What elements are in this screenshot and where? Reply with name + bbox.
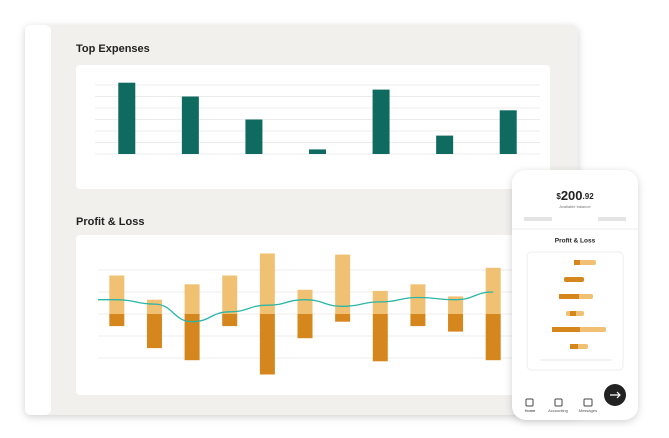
bar xyxy=(448,296,464,314)
mini-bar xyxy=(570,311,576,316)
placeholder xyxy=(598,217,626,221)
bar xyxy=(485,267,501,314)
sidebar xyxy=(25,25,51,415)
bar xyxy=(259,253,275,314)
cents: .92 xyxy=(583,192,595,201)
line xyxy=(98,291,494,323)
bar xyxy=(259,314,275,375)
section-title: Profit & Loss xyxy=(76,216,144,228)
nav-label[interactable]: Accounting xyxy=(548,408,568,413)
bar xyxy=(297,314,313,339)
balance-label: Available balance xyxy=(559,204,591,209)
mini-bar xyxy=(559,294,579,299)
placeholder xyxy=(524,217,552,221)
bar xyxy=(410,284,426,314)
bar xyxy=(335,254,351,314)
nav-icon[interactable] xyxy=(583,398,593,407)
bar xyxy=(410,314,426,327)
bar xyxy=(109,275,125,314)
fab-icon xyxy=(610,391,621,399)
bar xyxy=(146,314,162,349)
phone-section-title: Profit & Loss xyxy=(555,238,596,245)
bar xyxy=(222,314,238,327)
mini-bar xyxy=(552,327,580,332)
bar xyxy=(297,289,313,314)
nav-icon[interactable] xyxy=(525,398,534,407)
bar xyxy=(118,82,136,154)
bar xyxy=(485,314,501,361)
bar xyxy=(335,314,351,322)
bar xyxy=(245,119,263,154)
balance: $200.92 xyxy=(556,188,594,203)
bar xyxy=(499,110,517,154)
mini-bar xyxy=(564,277,584,282)
bar xyxy=(184,314,200,361)
currency: $ xyxy=(556,192,561,201)
mini-bar xyxy=(570,344,578,349)
section-title: Top Expenses xyxy=(76,43,150,55)
bar xyxy=(448,314,464,332)
bar xyxy=(372,89,390,154)
nav-label[interactable]: Messages xyxy=(579,408,597,413)
bar xyxy=(146,299,162,314)
bar xyxy=(222,275,238,314)
amount: 200 xyxy=(561,188,583,203)
bar xyxy=(184,284,200,314)
chart-card xyxy=(76,65,550,189)
bar xyxy=(372,314,388,362)
bar xyxy=(436,135,454,154)
nav-label[interactable]: Home xyxy=(525,408,536,413)
phone: $200.92 Available balance Profit & Loss … xyxy=(512,170,638,420)
mini-bar xyxy=(574,260,580,265)
nav-icon[interactable] xyxy=(554,398,563,407)
bar xyxy=(109,314,125,327)
bar xyxy=(309,149,326,154)
bar xyxy=(181,96,199,154)
